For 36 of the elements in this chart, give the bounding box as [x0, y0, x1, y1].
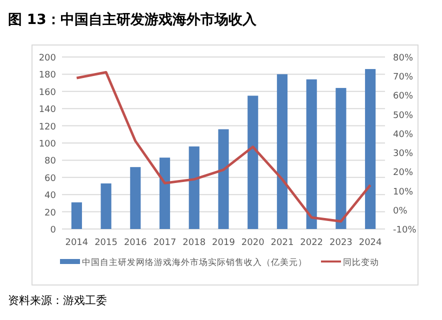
x-tick-label: 2020 [241, 238, 265, 248]
x-tick-label: 2023 [330, 238, 352, 248]
y-tick-label: 200 [38, 54, 56, 64]
x-tick-label: 2014 [65, 238, 88, 248]
x-tick-label: 2017 [153, 238, 176, 248]
y-tick-label: 0 [50, 226, 56, 236]
y2-tick-label: 10% [393, 187, 414, 198]
legend-label: 中国自主研发网络游戏海外市场实际销售收入（亿美元） [82, 257, 307, 268]
x-tick-label: 2018 [182, 238, 206, 248]
legend-label: 同比变动 [343, 257, 379, 268]
x-tick-label: 2022 [300, 238, 324, 248]
y2-tick-label: 50% [393, 110, 414, 121]
x-tick-label: 2016 [124, 238, 148, 248]
y2-tick-label: 80% [393, 54, 414, 64]
x-tick-label: 2019 [212, 238, 236, 248]
y2-tick-label: 20% [393, 168, 414, 178]
y-tick-label: 60 [44, 174, 56, 184]
y-tick-label: 40 [44, 191, 56, 202]
y-tick-label: 120 [38, 122, 56, 132]
y-tick-label: 180 [38, 70, 56, 81]
y-tick-label: 100 [38, 140, 56, 150]
y2-tick-label: 70% [393, 72, 414, 83]
y2-tick-label: 30% [393, 149, 414, 160]
text: 资料来源：游戏工委 [8, 294, 107, 307]
title: 图 13：中国自主研发游戏海外市场收入 [8, 12, 256, 28]
y2-tick-label: -10% [393, 226, 417, 236]
x-tick-label: 2024 [358, 238, 382, 248]
y-tick-label: 140 [38, 105, 56, 116]
y2-tick-label: 40% [393, 130, 414, 140]
y-tick-label: 20 [44, 208, 56, 218]
y-tick-label: 80 [44, 156, 56, 167]
x-tick-label: 2021 [270, 238, 294, 248]
y-tick-label: 160 [38, 88, 56, 98]
y2-tick-label: 0% [393, 206, 408, 216]
y2-tick-label: 60% [393, 92, 414, 102]
x-tick-label: 2015 [94, 238, 118, 248]
